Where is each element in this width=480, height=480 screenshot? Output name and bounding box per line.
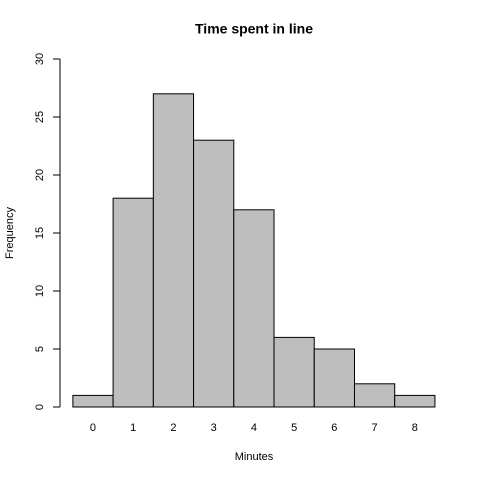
x-tick-label: 0 — [90, 422, 96, 434]
y-tick-label: 20 — [34, 169, 46, 181]
bar — [193, 139, 235, 408]
y-tick-label: 30 — [34, 53, 46, 65]
bar — [112, 197, 154, 408]
bar — [313, 348, 355, 408]
bar — [152, 93, 195, 408]
chart-title: Time spent in line — [195, 21, 313, 37]
x-tick-label: 8 — [412, 422, 418, 434]
bar — [273, 336, 315, 408]
y-tick-label: 15 — [34, 227, 46, 239]
x-tick-label: 4 — [251, 422, 257, 434]
x-tick-label: 3 — [211, 422, 217, 434]
y-tick-label: 5 — [34, 346, 46, 352]
bar — [72, 394, 114, 408]
x-tick-label: 7 — [372, 422, 378, 434]
x-tick-label: 6 — [331, 422, 337, 434]
bar — [233, 209, 275, 408]
y-tick-label: 0 — [34, 404, 46, 410]
x-tick-label: 1 — [130, 422, 136, 434]
bar — [394, 394, 436, 408]
y-tick-label: 10 — [34, 285, 46, 297]
x-axis-label: Minutes — [235, 451, 274, 463]
x-tick-label: 5 — [291, 422, 297, 434]
y-tick-label: 25 — [34, 111, 46, 123]
x-tick-label: 2 — [170, 422, 176, 434]
y-axis-label: Frequency — [4, 207, 16, 259]
bar — [353, 383, 396, 408]
